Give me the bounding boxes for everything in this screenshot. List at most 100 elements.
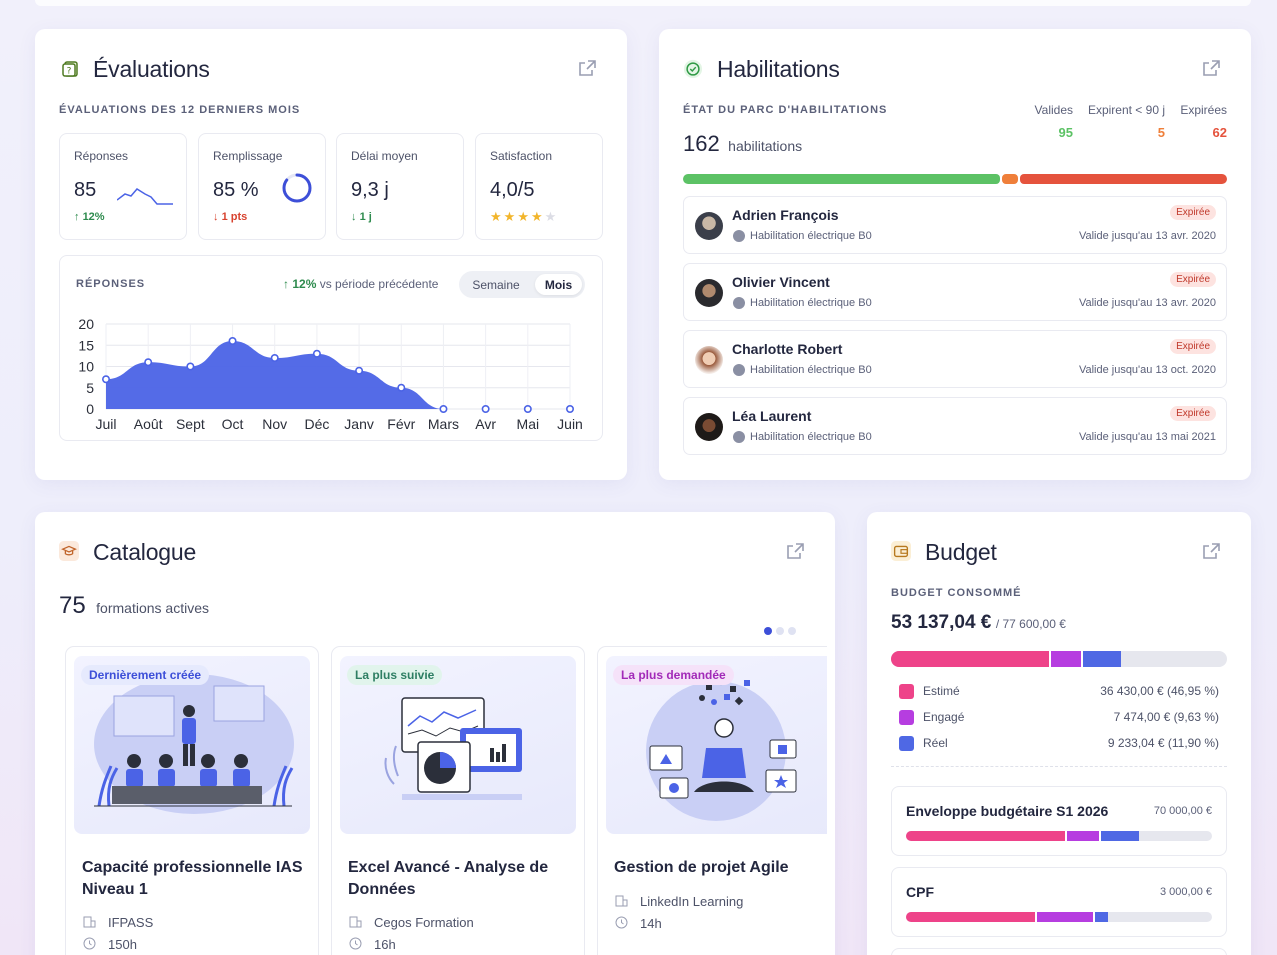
- budget-envelope[interactable]: [891, 948, 1227, 955]
- course-tag: La plus demandée: [613, 665, 734, 685]
- segment-committed: [1048, 651, 1082, 667]
- verified-badge-icon: [683, 59, 703, 79]
- course-card[interactable]: La plus demandée Gestion de projet Agile…: [597, 646, 827, 955]
- card-title: Évaluations: [93, 56, 210, 82]
- data-point: [397, 383, 406, 392]
- data-point: [439, 405, 448, 414]
- segment-actual: [1081, 651, 1122, 667]
- progress-segment-valid: [683, 174, 1000, 184]
- habilitations-total: 162 habilitations: [683, 131, 803, 156]
- kpi-value: 4,0/5: [490, 179, 535, 201]
- habilitation-type: Habilitation électrique B0: [750, 364, 872, 376]
- course-provider: LinkedIn Learning: [640, 894, 744, 909]
- x-tick-label: Févr: [387, 416, 415, 432]
- status-badge: Expirée: [1170, 339, 1216, 354]
- card-title: Budget: [925, 539, 997, 565]
- building-icon: [83, 916, 96, 928]
- course-tag: La plus suivie: [347, 665, 443, 685]
- course-tag: Dernièrement créée: [81, 665, 210, 685]
- status-badge: Expirée: [1170, 205, 1216, 220]
- course-title: Gestion de projet Agile: [614, 859, 789, 876]
- habilitation-row[interactable]: Charlotte Robert Habilitation électrique…: [683, 330, 1227, 388]
- avatar: [695, 346, 723, 374]
- divider: [891, 766, 1227, 767]
- budget-envelope[interactable]: CPF 3 000,00 €: [891, 867, 1227, 937]
- open-external-icon[interactable]: [785, 542, 805, 562]
- envelope-name: CPF: [906, 884, 934, 900]
- section-subtitle: ÉVALUATIONS DES 12 DERNIERS MOIS: [59, 104, 301, 116]
- budget-envelope[interactable]: Enveloppe budgétaire S1 2026 70 000,00 €: [891, 786, 1227, 856]
- building-icon: [615, 895, 628, 907]
- x-tick-label: Oct: [222, 416, 244, 432]
- status-badge: Expirée: [1170, 406, 1216, 421]
- kpi-delay: Délai moyen 9,3 j ↓ 1 j: [336, 133, 464, 240]
- data-point: [228, 336, 237, 345]
- habilitations-card: Habilitations ÉTAT DU PARC D'HABILITATIO…: [659, 29, 1251, 480]
- series-area: [106, 341, 570, 409]
- open-external-icon[interactable]: [1201, 59, 1221, 79]
- catalogue-count: 75 formations actives: [59, 592, 209, 619]
- y-tick-label: 20: [78, 316, 94, 332]
- kpi-label: Délai moyen: [351, 149, 418, 163]
- data-point: [101, 375, 110, 384]
- kpi-value: 85 %: [213, 179, 259, 201]
- certificate-icon: [733, 297, 745, 309]
- segment-actual: [1092, 912, 1108, 922]
- toggle-week[interactable]: Semaine: [472, 277, 520, 292]
- kpi-label: Satisfaction: [490, 149, 553, 163]
- kpi-responses: Réponses 85 ↑ 12%: [59, 133, 187, 240]
- x-tick-label: Déc: [304, 416, 329, 432]
- star-icon: ★: [530, 209, 545, 224]
- person-name: Charlotte Robert: [732, 341, 843, 357]
- course-duration: 150h: [108, 937, 137, 952]
- x-tick-label: Janv: [344, 416, 374, 432]
- course-card[interactable]: La plus suivie Excel Avancé - Analyse de…: [331, 646, 585, 955]
- clock-icon: [83, 937, 96, 950]
- validity-date: Valide jusqu'au 13 mai 2021: [1078, 431, 1216, 443]
- segment-actual: [1098, 831, 1139, 841]
- habilitation-row[interactable]: Léa Laurent Habilitation électrique B0 E…: [683, 397, 1227, 455]
- course-card[interactable]: Dernièrement créée Capacité professionne…: [65, 646, 319, 955]
- stat-valid: Valides 95: [1034, 103, 1073, 140]
- certificate-icon: [733, 364, 745, 376]
- habilitation-row[interactable]: Olivier Vincent Habilitation électrique …: [683, 263, 1227, 321]
- star-icon: ★: [503, 209, 518, 224]
- chart-delta: ↑ 12% vs période précédente: [283, 277, 439, 291]
- course-illustration: Dernièrement créée: [74, 656, 310, 834]
- data-point: [270, 353, 279, 362]
- course-duration: 16h: [374, 937, 396, 952]
- kpi-fill-rate: Remplissage 85 % ↓ 1 pts: [198, 133, 326, 240]
- catalogue-card: Catalogue 75 formations actives Dernière…: [35, 512, 835, 955]
- graduation-cap-icon: [59, 541, 79, 561]
- kpi-satisfaction: Satisfaction 4,0/5 ★★★★★: [475, 133, 603, 240]
- validity-date: Valide jusqu'au 13 oct. 2020: [1078, 364, 1216, 376]
- open-external-icon[interactable]: [1201, 542, 1221, 562]
- habilitation-type: Habilitation électrique B0: [750, 230, 872, 242]
- kpi-label: Réponses: [74, 149, 129, 163]
- envelope-progress-bar: [906, 831, 1212, 841]
- habilitation-row[interactable]: Adrien François Habilitation électrique …: [683, 196, 1227, 254]
- star-rating: ★★★★★: [490, 209, 558, 225]
- habilitation-type: Habilitation électrique B0: [750, 297, 872, 309]
- carousel-dot[interactable]: [788, 627, 796, 635]
- open-external-icon[interactable]: [577, 59, 597, 79]
- segment-estimated: [906, 831, 1066, 841]
- stat-expiring: Expirent < 90 j 5: [1087, 103, 1165, 140]
- section-subtitle: ÉTAT DU PARC D'HABILITATIONS: [683, 104, 888, 116]
- evaluation-icon: ?: [61, 59, 81, 79]
- validity-date: Valide jusqu'au 13 avr. 2020: [1078, 297, 1216, 309]
- avatar: [695, 212, 723, 240]
- data-point: [312, 349, 321, 358]
- data-point: [186, 362, 195, 371]
- data-point: [565, 405, 574, 414]
- x-tick-label: Nov: [262, 416, 287, 432]
- carousel-dot[interactable]: [764, 627, 772, 635]
- previous-card-edge: [35, 0, 1251, 6]
- star-icon: ★: [490, 209, 504, 224]
- toggle-month[interactable]: Mois: [535, 274, 582, 295]
- course-title: Excel Avancé - Analyse de Données: [348, 859, 549, 898]
- x-tick-label: Mai: [517, 416, 540, 432]
- carousel-dot[interactable]: [776, 627, 784, 635]
- y-tick-label: 5: [86, 380, 94, 396]
- clock-icon: [615, 916, 628, 929]
